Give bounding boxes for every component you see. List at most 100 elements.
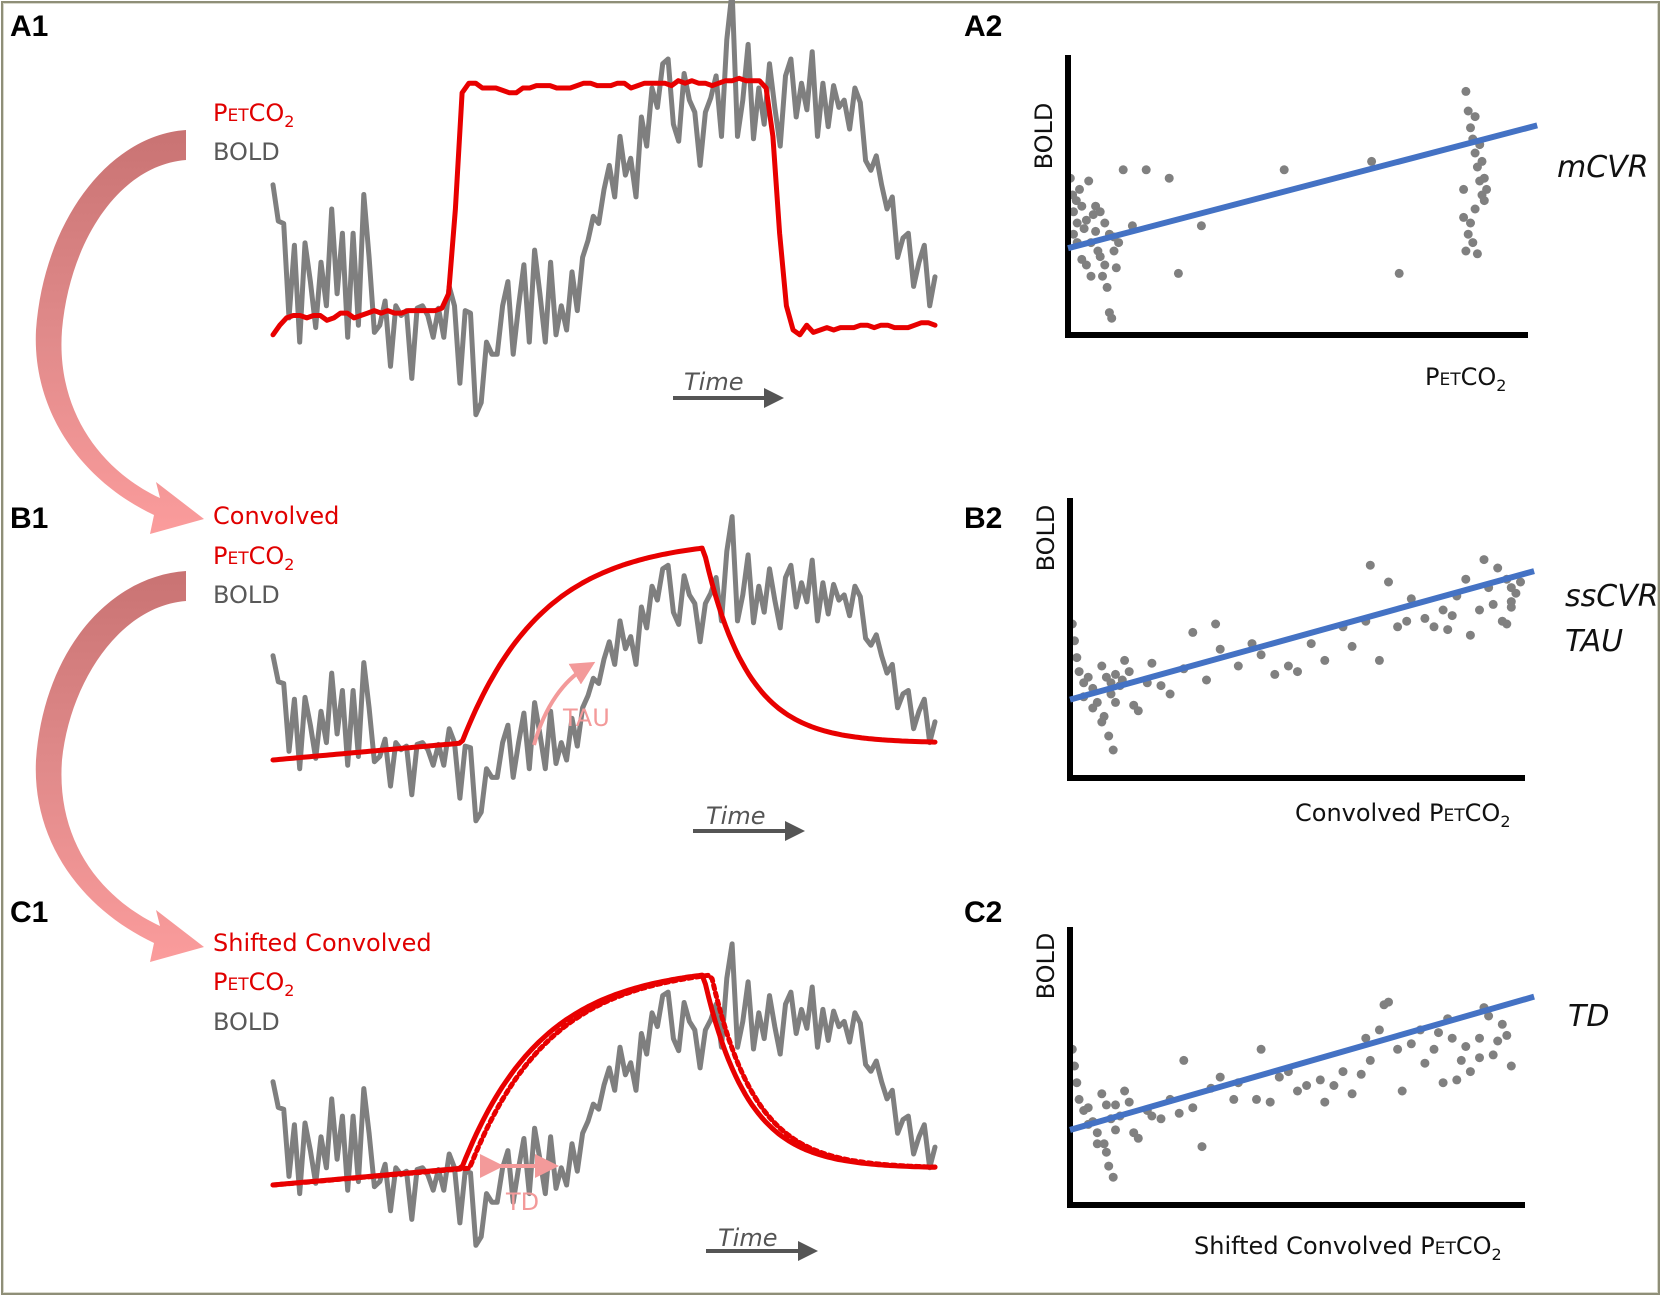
legend-petco2: PETCO2 (213, 99, 294, 131)
scatter-point (1074, 667, 1084, 677)
scatter-point (1329, 1081, 1339, 1090)
scatter-point (1420, 1058, 1430, 1068)
legend-bold: BOLD (213, 1008, 280, 1036)
time-label: Time (718, 1224, 777, 1252)
x-axis-title-c2: Shifted Convolved PETCO2 (1194, 1232, 1502, 1264)
scatter-point (1102, 282, 1112, 292)
scatter-point (1463, 106, 1473, 116)
scatter-point (1393, 622, 1403, 632)
scatter-point (1156, 681, 1166, 691)
panel-label-c1: C1 (10, 896, 48, 929)
scatter-point (1120, 1086, 1130, 1096)
scatter-plot-c2 (1067, 927, 1535, 1208)
td-label: TD (505, 1188, 539, 1216)
scatter-point (1456, 1055, 1466, 1065)
scatter-point (1468, 238, 1478, 248)
scatter-point (1173, 268, 1183, 278)
scatter-point (1211, 619, 1221, 629)
scatter-point (1202, 675, 1211, 685)
scatter-point (1118, 165, 1128, 175)
scatter-point (1196, 221, 1206, 231)
scatter-point (1347, 641, 1357, 651)
scatter-point (1083, 672, 1093, 682)
scatter-point (1071, 196, 1081, 206)
petco2-line (270, 75, 938, 338)
x-axis-title-b2: Convolved PETCO2 (1295, 799, 1511, 831)
scatter-point (1104, 1161, 1114, 1171)
scatter-point (1356, 1069, 1366, 1079)
scatter-point (1111, 1100, 1120, 1110)
scatter-point (1402, 616, 1412, 626)
scatter-point (1111, 263, 1121, 273)
scatter-point (1472, 249, 1482, 259)
scatter-point (1097, 661, 1107, 671)
scatter-point (1384, 577, 1393, 587)
scatter-point (1124, 1097, 1134, 1107)
scatter-point (1293, 667, 1302, 677)
panel-label-c2: C2 (964, 896, 1002, 929)
scatter-point (1466, 123, 1475, 133)
scatter-point (1429, 622, 1439, 632)
scatter-point (1459, 184, 1469, 194)
timeseries-plot-b1 (270, 514, 938, 824)
scatter-point (1279, 165, 1289, 175)
scatter-point (1384, 997, 1393, 1007)
legend-bold: BOLD (213, 138, 280, 166)
scatter-point (1100, 260, 1110, 270)
flow-arrow-b-to-c (35, 571, 205, 962)
panel-label-a2: A2 (964, 10, 1002, 43)
scatter-point (1111, 669, 1120, 679)
scatter-point (1429, 1044, 1439, 1054)
scatter-point (1461, 574, 1471, 584)
scatter-point (1188, 627, 1198, 637)
scatter-point (1097, 1089, 1107, 1099)
scatter-point (1091, 226, 1101, 236)
scatter-point (1506, 1061, 1516, 1071)
scatter-point (1516, 577, 1525, 587)
timeseries-plot-c1 (270, 941, 938, 1248)
scatter-point (1081, 215, 1091, 225)
scatter-point (1475, 1033, 1484, 1043)
scatter-point (1252, 1094, 1261, 1104)
scatter-point (1101, 1147, 1111, 1157)
scatter-point (1393, 1044, 1403, 1054)
scatter-point (1406, 1039, 1416, 1049)
scatter-point (1108, 1172, 1118, 1182)
scatter-point (1101, 1100, 1111, 1110)
scatter-point (1374, 1025, 1384, 1035)
metric-label-tau: TAU (1565, 624, 1623, 659)
scatter-point (1165, 689, 1175, 699)
bold-signal-line (270, 514, 938, 824)
scatter-point (1488, 1050, 1498, 1060)
scatter-point (1479, 196, 1489, 206)
scatter-point (1374, 655, 1384, 665)
scatter-point (1506, 602, 1516, 612)
scatter-point (1479, 173, 1489, 183)
x-axis-title-a2: PETCO2 (1425, 363, 1506, 395)
scatter-point (1156, 1114, 1166, 1124)
scatter-point (1270, 669, 1280, 679)
scatter-point (1320, 1097, 1330, 1107)
scatter-point (1114, 238, 1124, 248)
metric-label-td: TD (1568, 999, 1609, 1034)
scatter-point (1107, 313, 1117, 323)
scatter-point (1302, 1081, 1312, 1090)
scatter-point (1475, 605, 1484, 615)
scatter-point (1075, 184, 1084, 194)
scatter-point (1265, 1097, 1275, 1107)
scatter-point (1484, 1011, 1494, 1021)
scatter-point (1256, 650, 1266, 660)
legend-petco2: PETCO2 (213, 542, 294, 574)
scatter-point (1497, 1019, 1507, 1029)
scatter-point (1179, 1055, 1189, 1065)
shifted-convolved-petco2-line (270, 972, 938, 1188)
scatter-point (1197, 1142, 1207, 1152)
scatter-point (1443, 625, 1453, 635)
scatter-point (1420, 613, 1430, 623)
scatter-point (1215, 1072, 1225, 1082)
td-annotation: TD (480, 1154, 559, 1216)
scatter-point (1470, 148, 1480, 158)
scatter-point (1470, 112, 1480, 122)
curved-arrow-icon (532, 661, 596, 746)
scatter-point (1361, 1033, 1371, 1043)
